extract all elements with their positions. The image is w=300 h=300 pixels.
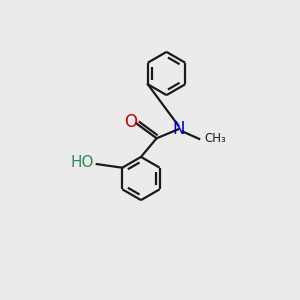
Text: O: O: [124, 112, 137, 130]
Text: N: N: [172, 120, 184, 138]
Text: CH₃: CH₃: [205, 132, 226, 146]
Text: HO: HO: [71, 155, 94, 170]
